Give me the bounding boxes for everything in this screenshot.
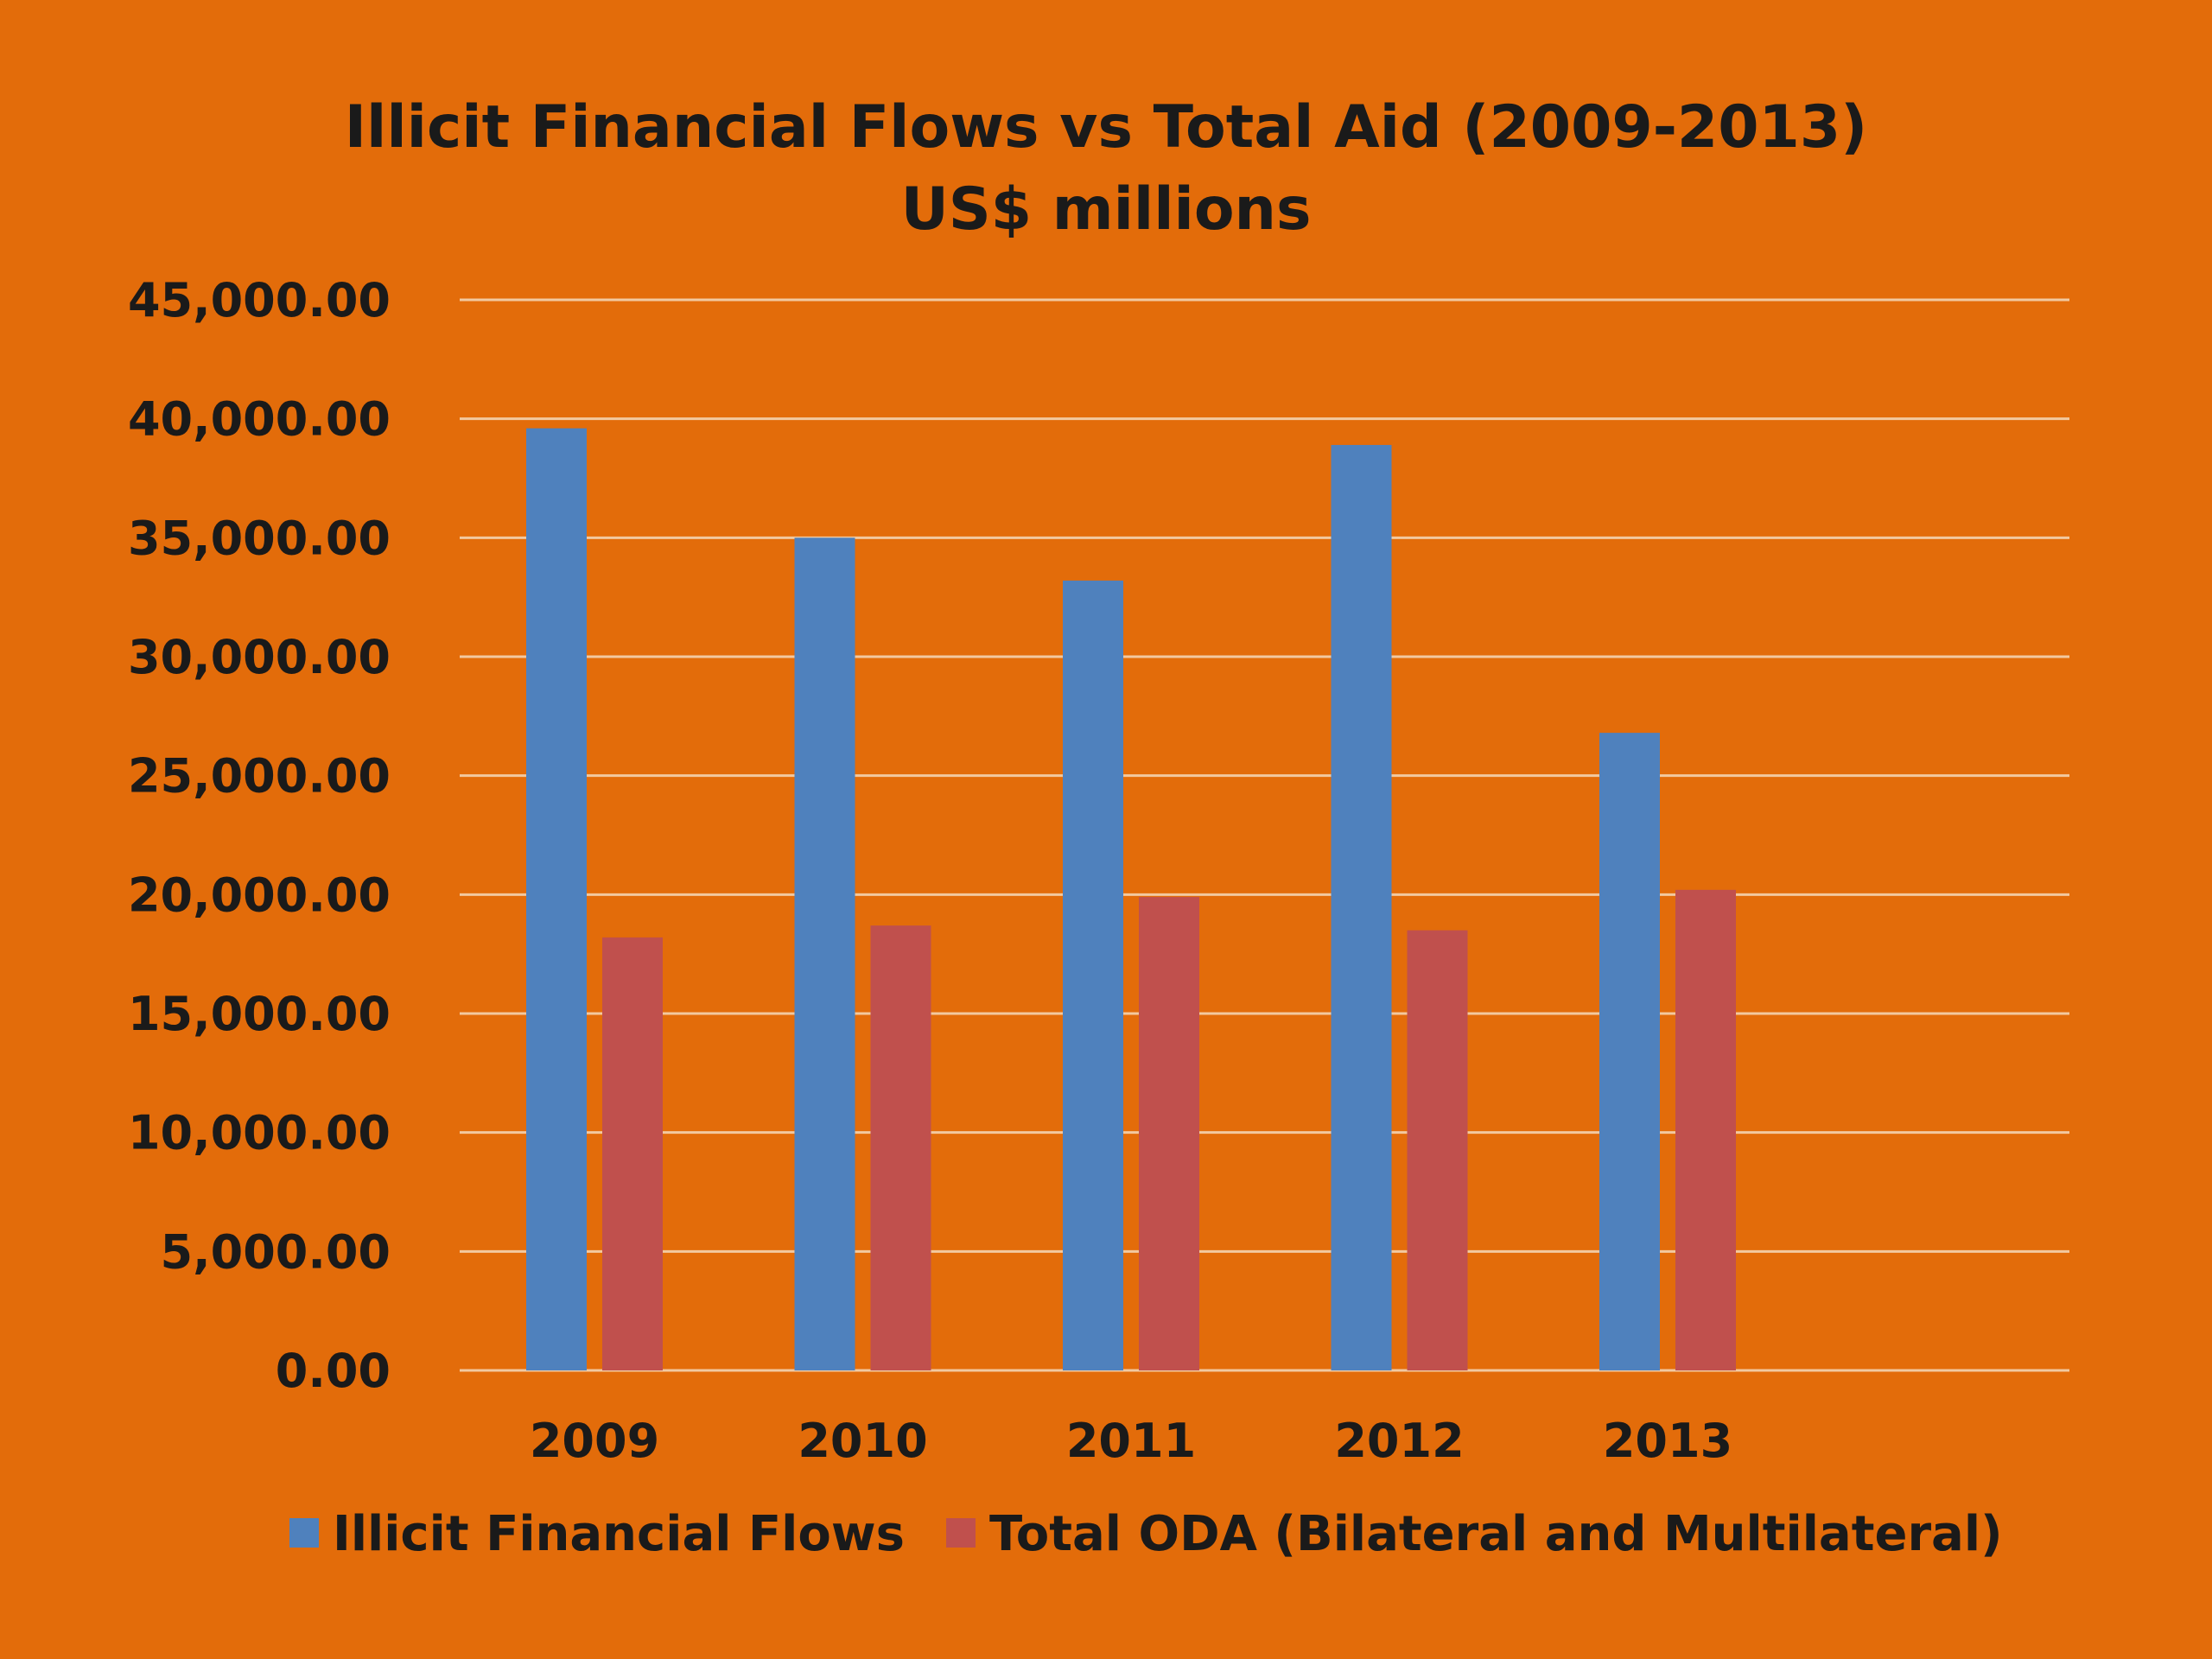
y-tick-label: 45,000.00 [128, 273, 391, 327]
legend: Illicit Financial Flows Total ODA (Bilate… [289, 1506, 2003, 1562]
legend-swatch [946, 1518, 976, 1548]
bar-illicit-flows-2012 [1331, 444, 1392, 1370]
x-tick-label: 2012 [1334, 1414, 1464, 1468]
y-tick-label: 5,000.00 [161, 1224, 391, 1279]
bar-illicit-flows-2010 [794, 537, 855, 1370]
bar-illicit-flows-2011 [1063, 580, 1123, 1370]
x-tick-label: 2013 [1603, 1414, 1732, 1468]
bar-illicit-flows-2013 [1599, 733, 1660, 1370]
x-tick-label: 2010 [798, 1414, 927, 1468]
x-tick-label: 2009 [530, 1414, 659, 1468]
y-tick-label: 10,000.00 [128, 1106, 391, 1160]
y-tick-label: 35,000.00 [128, 511, 391, 565]
y-tick-label: 20,000.00 [128, 868, 391, 922]
y-tick-label: 40,000.00 [128, 392, 391, 447]
gridlines [460, 298, 2069, 1372]
bar-total-oda-2009 [602, 937, 663, 1370]
y-tick-label: 30,000.00 [128, 630, 391, 684]
y-axis-ticks: 0.00 5,000.00 10,000.00 15,000.00 20,000.00 2… [128, 273, 391, 1398]
bar-total-oda-2010 [870, 925, 931, 1370]
bars [526, 428, 1736, 1371]
y-tick-label: 25,000.00 [128, 749, 391, 804]
bar-total-oda-2013 [1675, 889, 1736, 1370]
legend-label: Total ODA (Bilateral and Multilateral) [989, 1506, 2003, 1562]
chart-subtitle: US$ millions [901, 175, 1312, 244]
bar-illicit-flows-2009 [526, 428, 587, 1371]
y-tick-label: 15,000.00 [128, 987, 391, 1041]
x-axis-ticks: 2009 2010 2011 2012 2013 [530, 1414, 1732, 1468]
bar-total-oda-2011 [1139, 897, 1199, 1370]
legend-swatch [289, 1518, 319, 1548]
legend-label: Illicit Financial Flows [333, 1506, 905, 1562]
chart-title: Illicit Financial Flows vs Total Aid (20… [345, 93, 1868, 162]
y-tick-label: 0.00 [276, 1344, 391, 1398]
x-tick-label: 2011 [1066, 1414, 1196, 1468]
bar-total-oda-2012 [1407, 930, 1468, 1370]
